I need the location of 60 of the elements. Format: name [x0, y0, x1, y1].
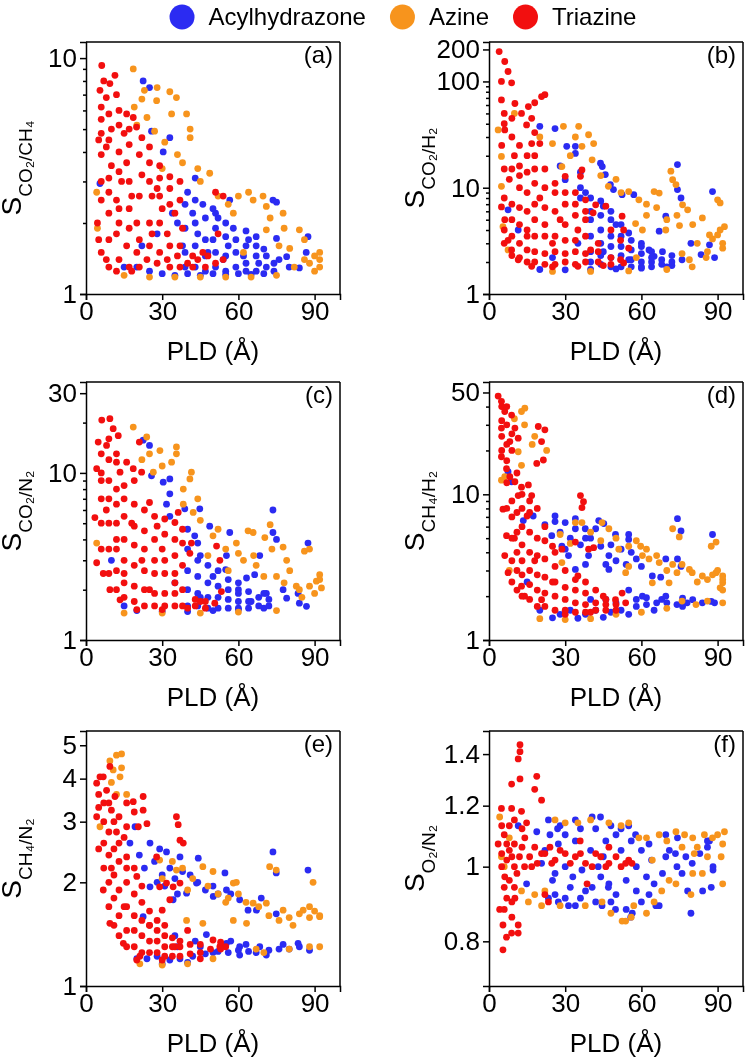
y-tick-label: 3: [62, 806, 77, 837]
y-tick-label: 2: [62, 867, 77, 898]
x-axis-title: PLD (Å): [569, 336, 663, 366]
x-tick-label: 90: [300, 642, 330, 673]
x-tick-label: 90: [300, 296, 330, 327]
y-tick-label: 1: [62, 970, 77, 1001]
x-tick-label: 30: [551, 642, 581, 673]
x-tick-label: 60: [627, 988, 657, 1019]
legend-label: Acylhydrazone: [208, 3, 366, 31]
legend-label: Azine: [428, 3, 489, 31]
y-tick-label: 1: [62, 624, 77, 655]
y-tick-label: 0.8: [443, 926, 480, 957]
y-tick-label: 10: [48, 42, 77, 73]
x-axis-title: PLD (Å): [166, 1028, 260, 1058]
annotation: (a): [303, 41, 333, 68]
y-tick-label: 200: [436, 34, 480, 65]
y-tick-label: 1: [62, 278, 77, 309]
x-tick-label: 60: [627, 296, 657, 327]
y-tick-label: 10: [48, 457, 77, 488]
x-tick-label: 0: [482, 296, 497, 327]
annotation: (e): [303, 730, 333, 757]
x-tick-label: 60: [224, 296, 254, 327]
y-tick-label: 1: [465, 851, 480, 882]
x-tick-label: 60: [627, 642, 657, 673]
y-tick-label: 1: [465, 624, 480, 655]
x-tick-label: 30: [148, 296, 178, 327]
x-tick-label: 90: [703, 642, 733, 673]
annotation: (c): [305, 381, 333, 408]
x-tick-label: 0: [79, 642, 94, 673]
legend-label: Triazine: [552, 3, 637, 31]
annotation: (b): [706, 41, 736, 68]
y-tick-label: 50: [451, 377, 480, 408]
annotation: (f): [713, 730, 736, 757]
x-tick-label: 30: [551, 296, 581, 327]
x-tick-label: 0: [79, 988, 94, 1019]
y-tick-label: 10: [451, 479, 480, 510]
y-tick-label: 5: [62, 730, 77, 761]
x-tick-label: 90: [300, 988, 330, 1019]
x-tick-label: 30: [551, 988, 581, 1019]
x-axis-title: PLD (Å): [166, 682, 260, 712]
x-tick-label: 90: [703, 296, 733, 327]
y-tick-label: 30: [48, 378, 77, 409]
x-tick-label: 0: [482, 988, 497, 1019]
x-tick-label: 0: [79, 296, 94, 327]
x-tick-label: 90: [703, 988, 733, 1019]
x-axis-title: PLD (Å): [166, 336, 260, 366]
x-axis-title: PLD (Å): [569, 1028, 663, 1058]
y-tick-label: 1.4: [443, 738, 480, 769]
y-tick-label: 4: [62, 763, 77, 794]
y-tick-label: 1: [465, 278, 480, 309]
annotation: (d): [706, 381, 736, 408]
y-tick-label: 1.2: [443, 790, 480, 821]
x-tick-label: 60: [224, 642, 254, 673]
y-tick-label: 10: [451, 172, 480, 203]
x-tick-label: 30: [148, 988, 178, 1019]
x-tick-label: 0: [482, 642, 497, 673]
x-axis-title: PLD (Å): [569, 682, 663, 712]
x-tick-label: 60: [224, 988, 254, 1019]
y-tick-label: 100: [436, 66, 480, 97]
x-tick-label: 30: [148, 642, 178, 673]
